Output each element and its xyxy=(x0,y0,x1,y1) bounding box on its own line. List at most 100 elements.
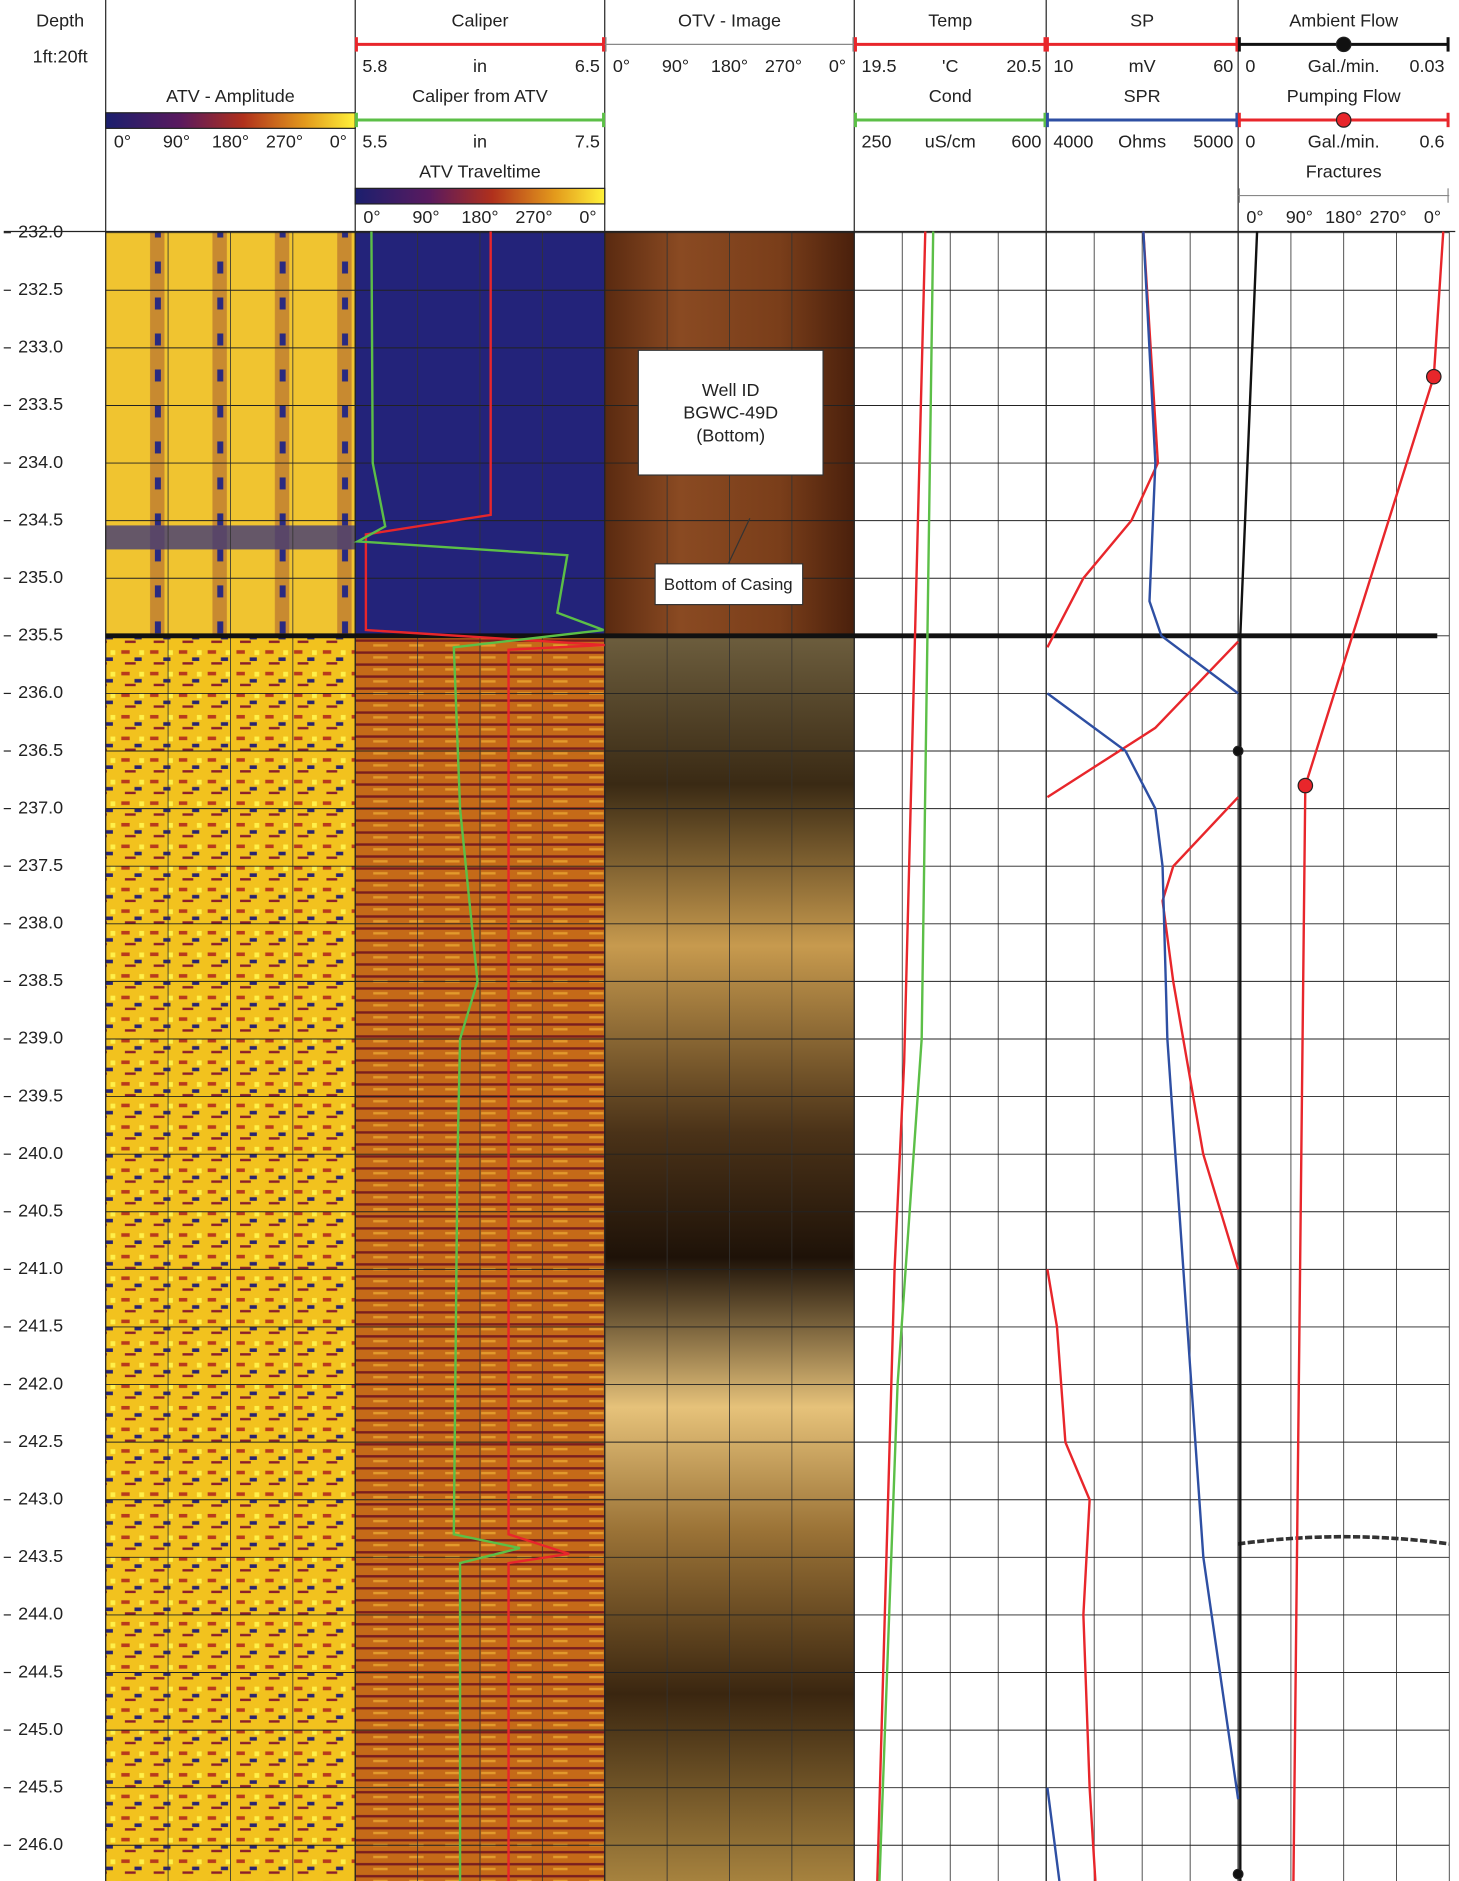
flow-point xyxy=(1233,1869,1243,1879)
well-log: Depth 1ft:20ft Well ID BGWC-49D (Bottom)… xyxy=(0,0,1459,1881)
depth-tick-label: 243.0 xyxy=(18,1488,63,1508)
scale-label: 4000 xyxy=(1053,132,1093,152)
well-id: Well ID xyxy=(702,380,760,400)
scale-label: 180° xyxy=(461,207,498,227)
scale-label: 0 xyxy=(1245,132,1255,152)
flow-point xyxy=(1298,778,1312,792)
scale-label: mV xyxy=(1129,56,1156,76)
depth-label: Depth xyxy=(36,10,84,30)
depth-tick-label: 245.5 xyxy=(18,1776,63,1796)
page: {"chart_data": { "type": "well-log", "de… xyxy=(0,0,1459,1881)
scale-label: 250 xyxy=(861,132,891,152)
depth-tick-label: 244.5 xyxy=(18,1661,63,1681)
scale-label: 180° xyxy=(1325,207,1362,227)
track-title: SPR xyxy=(1124,86,1161,106)
scale-label: 0.03 xyxy=(1409,56,1444,76)
scale-label: 0° xyxy=(613,56,630,76)
scale-label: 10 xyxy=(1053,56,1073,76)
depth-tick-label: 237.0 xyxy=(18,797,63,817)
scale-label: 90° xyxy=(163,132,190,152)
legend-marker xyxy=(1337,113,1351,127)
scale-label: uS/cm xyxy=(925,132,976,152)
well-id: BGWC-49D xyxy=(683,403,778,423)
legend-marker xyxy=(1337,37,1351,51)
casing-label: Bottom of Casing xyxy=(664,575,793,594)
scale-label: 19.5 xyxy=(861,56,896,76)
depth-tick-label: 242.5 xyxy=(18,1431,63,1451)
depth-tick-label: 245.0 xyxy=(18,1719,63,1739)
scale-label: Gal./min. xyxy=(1308,56,1380,76)
curve xyxy=(1240,232,1257,1881)
track-title: Ambient Flow xyxy=(1289,10,1399,30)
track-title: OTV - Image xyxy=(678,10,781,30)
depth-tick-label: 234.0 xyxy=(18,452,63,472)
scale-label: 0 xyxy=(1245,56,1255,76)
depth-tick-label: 237.5 xyxy=(18,855,63,875)
track-title: Pumping Flow xyxy=(1287,86,1402,106)
depth-tick-label: 233.0 xyxy=(18,337,63,357)
scale-label: in xyxy=(473,56,487,76)
well-id: (Bottom) xyxy=(696,425,765,445)
scale-label: 0° xyxy=(829,56,846,76)
curve xyxy=(879,232,933,1881)
depth-tick-label: 240.5 xyxy=(18,1201,63,1221)
scale-label: 270° xyxy=(266,132,303,152)
curve xyxy=(1047,232,1238,1881)
scale-label: 600 xyxy=(1011,132,1041,152)
curve xyxy=(877,232,925,1881)
scale-label: 5.5 xyxy=(362,132,387,152)
scale-label: Ohms xyxy=(1118,132,1166,152)
flow-point xyxy=(1427,369,1441,383)
color-bar xyxy=(355,188,605,204)
color-bar xyxy=(106,113,356,129)
scale-label: 'C xyxy=(942,56,958,76)
track-title: ATV - Amplitude xyxy=(166,86,295,106)
scale-label: 0.6 xyxy=(1419,132,1444,152)
depth-tick-label: 241.0 xyxy=(18,1258,63,1278)
scale-label: in xyxy=(473,132,487,152)
depth-tick-label: 239.5 xyxy=(18,1085,63,1105)
depth-tick-label: 246.0 xyxy=(18,1834,63,1854)
depth-tick-label: 234.5 xyxy=(18,509,63,529)
scale-label: 180° xyxy=(212,132,249,152)
scale-label: 0° xyxy=(579,207,596,227)
scale-label: 270° xyxy=(765,56,802,76)
scale-label: 7.5 xyxy=(575,132,600,152)
scale-label: 5.8 xyxy=(362,56,387,76)
depth-tick-label: 244.0 xyxy=(18,1604,63,1624)
depth-tick-label: 239.0 xyxy=(18,1028,63,1048)
scale-label: 0° xyxy=(1246,207,1263,227)
scale-label: 5000 xyxy=(1193,132,1233,152)
depth-tick-label: 241.5 xyxy=(18,1316,63,1336)
depth-tick-label: 236.5 xyxy=(18,740,63,760)
curve xyxy=(1047,232,1238,1881)
track-title: Caliper from ATV xyxy=(412,86,548,106)
depth-tick-label: 242.0 xyxy=(18,1373,63,1393)
track-title: ATV Traveltime xyxy=(419,161,541,181)
track-title: Temp xyxy=(928,10,972,30)
scale-label: 90° xyxy=(662,56,689,76)
depth-tick-label: 238.0 xyxy=(18,913,63,933)
scale-label: 60 xyxy=(1213,56,1233,76)
depth-scale: 1ft:20ft xyxy=(33,46,88,66)
depth-tick-label: 235.5 xyxy=(18,625,63,645)
scale-label: 90° xyxy=(412,207,439,227)
scale-label: 0° xyxy=(330,132,347,152)
layout xyxy=(4,0,1456,1881)
scale-label: 270° xyxy=(1369,207,1406,227)
depth-tick-label: 232.0 xyxy=(18,221,63,241)
scale-label: 0° xyxy=(1424,207,1441,227)
scale-label: 6.5 xyxy=(575,56,600,76)
scale-label: 0° xyxy=(114,132,131,152)
track-title: Cond xyxy=(929,86,972,106)
depth-tick-label: 233.5 xyxy=(18,394,63,414)
depth-tick-label: 232.5 xyxy=(18,279,63,299)
scale-label: 20.5 xyxy=(1006,56,1041,76)
scale-label: 90° xyxy=(1286,207,1313,227)
depth-tick-label: 236.0 xyxy=(18,682,63,702)
scale-label: 180° xyxy=(711,56,748,76)
depth-tick-label: 243.5 xyxy=(18,1546,63,1566)
scale-label: 0° xyxy=(363,207,380,227)
depth-tick-label: 240.0 xyxy=(18,1143,63,1163)
scale-label: Gal./min. xyxy=(1308,132,1380,152)
